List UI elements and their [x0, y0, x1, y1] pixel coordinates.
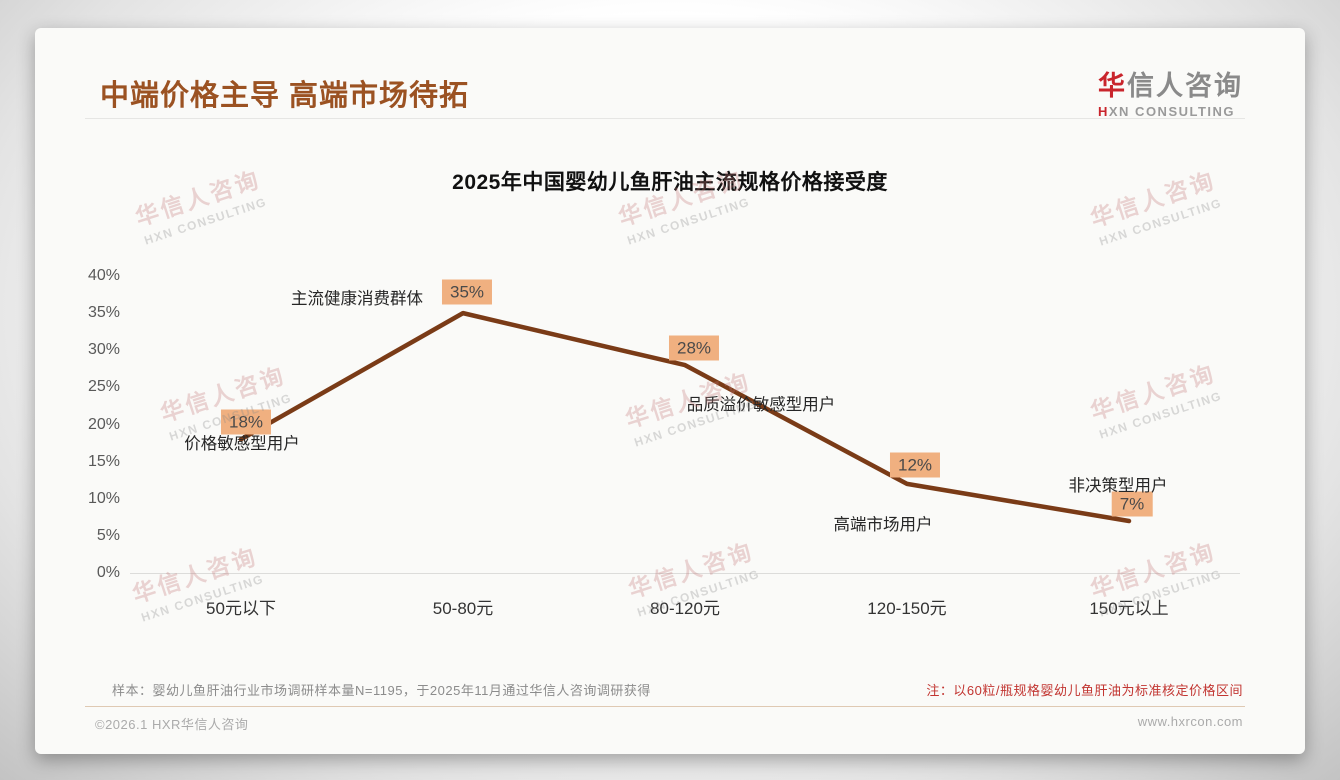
data-point-value-badge: 7%	[1111, 491, 1153, 517]
data-point-value-badge: 18%	[220, 409, 272, 435]
price-note: 注：以60粒/瓶规格婴幼儿鱼肝油为标准核定价格区间	[926, 683, 1243, 698]
footer-notes: 样本：婴幼儿鱼肝油行业市场调研样本量N=1195，于2025年11月通过华信人咨…	[85, 680, 1245, 699]
logo-chinese-text: 华信人咨询	[1098, 71, 1243, 101]
data-point-annotation: 非决策型用户	[1068, 477, 1168, 496]
x-axis-line	[130, 573, 1240, 574]
page-title: 中端价格主导 高端市场待拓	[100, 80, 470, 112]
footer-bottom-row: ©2026.1 HXR华信人咨询 www.hxrcon.com	[85, 714, 1245, 733]
footer-divider	[85, 706, 1245, 707]
data-point-value-badge: 35%	[441, 279, 493, 305]
x-axis-label: 150元以上	[1089, 599, 1169, 618]
header-divider	[85, 118, 1245, 119]
website-url: www.hxrcon.com	[1137, 714, 1243, 729]
data-point-annotation: 价格敏感型用户	[184, 435, 300, 454]
data-point-annotation: 品质溢价敏感型用户	[686, 396, 836, 415]
y-axis-tick: 15%	[87, 452, 120, 470]
data-point-value-badge: 28%	[668, 335, 720, 361]
company-logo: 华信人咨询 HXN CONSULTING	[1098, 64, 1243, 119]
copyright: ©2026.1 HXR华信人咨询	[95, 717, 249, 732]
x-axis-label: 50元以下	[206, 599, 276, 618]
x-axis-label: 120-150元	[867, 599, 947, 618]
x-axis-label: 50-80元	[432, 599, 494, 618]
y-axis-tick: 0%	[96, 564, 120, 581]
line-chart-canvas	[238, 310, 1132, 524]
logo-english-text: HXN CONSULTING	[1098, 104, 1236, 119]
data-point-annotation: 高端市场用户	[833, 515, 933, 534]
y-axis-tick: 40%	[87, 267, 120, 284]
chart-title: 2025年中国婴幼儿鱼肝油主流规格价格接受度	[452, 171, 888, 194]
y-axis-tick: 35%	[87, 304, 120, 322]
sample-note: 样本：婴幼儿鱼肝油行业市场调研样本量N=1195，于2025年11月通过华信人咨…	[112, 683, 651, 698]
x-axis-label: 80-120元	[650, 599, 720, 618]
y-axis-tick: 5%	[96, 526, 120, 544]
y-axis-tick: 20%	[87, 415, 120, 433]
data-line	[238, 310, 1132, 524]
data-point-value-badge: 12%	[889, 452, 941, 478]
y-axis-tick: 10%	[87, 489, 120, 507]
slide-card: 中端价格主导 高端市场待拓 华信人咨询 HXN CONSULTING 2025年…	[35, 28, 1305, 754]
data-point-annotation: 主流健康消费群体	[291, 290, 423, 309]
y-axis-tick: 25%	[87, 378, 120, 396]
y-axis-tick: 30%	[87, 341, 120, 359]
